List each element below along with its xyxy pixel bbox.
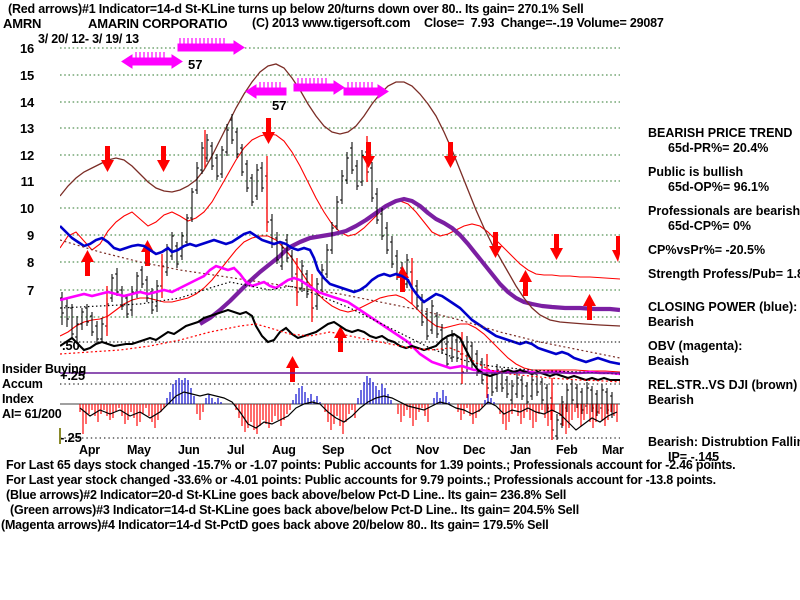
relstr-panel	[60, 308, 620, 383]
closing-power-blue	[60, 225, 620, 366]
note-green-arrows: (Green arrows)#3 Indicator=14-d St-KLine…	[10, 503, 579, 517]
index-label: Index	[2, 392, 34, 406]
closing-power-value: Bearish	[648, 315, 694, 329]
upper-band-red	[60, 133, 620, 280]
obv-magenta	[60, 264, 620, 376]
obv-trendline-dotted	[60, 281, 620, 375]
x-tick-sep: Sep	[322, 443, 345, 457]
company-name: AMARIN CORPORATIO	[88, 16, 228, 31]
y-tick-8: 8	[26, 255, 34, 270]
accum-label: Accum	[2, 377, 43, 391]
indicator-headline: (Red arrows)#1 Indicator=14-d St-KLine t…	[8, 2, 584, 16]
quote-summary: Close= 7.93 Change=-.19 Volume= 29087	[424, 16, 664, 30]
analysis-side-panel: BEARISH PRICE TREND 65d-PR%= 20.4% Publi…	[648, 126, 800, 465]
y-tick-12: 12	[19, 148, 34, 163]
bearish-trend-value: 65d-PR%= 20.4%	[668, 141, 769, 155]
closing-power-trendline-brown	[60, 239, 620, 359]
accum-index-panel	[60, 376, 620, 439]
x-tick-oct: Oct	[371, 443, 392, 457]
distribution-title: Bearish: Distrubtion Falling	[648, 435, 800, 449]
y-tick-10: 10	[19, 201, 34, 216]
relative-strength-brown	[60, 63, 620, 327]
magenta-signal-cluster	[121, 38, 389, 99]
note-blue-arrows: (Blue arrows)#2 Indicator=20-d St-KLine …	[6, 488, 567, 502]
x-tick-jun: Jun	[178, 443, 200, 457]
cp-vs-pr-value: CP%vsPr%= -20.5%	[648, 243, 766, 257]
professional-sentiment-value: 65d-CP%= 0%	[668, 219, 752, 233]
y-tick-16: 16	[19, 41, 34, 56]
public-sentiment-value: 65d-OP%= 96.1%	[668, 180, 770, 194]
public-sentiment-title: Public is bullish	[648, 165, 744, 179]
x-tick-jul: Jul	[227, 443, 245, 457]
bearish-trend-title: BEARISH PRICE TREND	[648, 126, 793, 140]
relstr-50-label: .50	[62, 338, 80, 353]
y-tick-13: 13	[19, 121, 34, 136]
note-65-day-summary: For Last 65 days stock changed -15.7% or…	[6, 458, 736, 472]
x-tick-aug: Aug	[272, 443, 296, 457]
x-tick-jan: Jan	[510, 443, 531, 457]
accum-plus-label: +.25	[60, 368, 85, 383]
copyright-notice: (C) 2013 www.tigersoft.com	[252, 16, 411, 30]
cluster-label-57-b: 57	[272, 98, 286, 113]
obv-title: OBV (magenta):	[648, 339, 743, 353]
x-tick-nov: Nov	[416, 443, 440, 457]
ip-value: IP= -.145	[668, 450, 720, 464]
y-tick-7: 7	[26, 283, 34, 298]
closing-power-title: CLOSING POWER (blue):	[648, 300, 798, 314]
accum-minus-label: -.25	[60, 430, 82, 445]
ohlc-price-bars	[60, 114, 614, 440]
y-tick-11: 11	[20, 174, 35, 189]
red-down-arrow-marker	[101, 118, 620, 262]
x-tick-mar: Mar	[602, 443, 624, 457]
ticker-symbol: AMRN	[3, 16, 42, 31]
red-signal-bars	[106, 130, 553, 440]
axis-origin-tick	[59, 428, 61, 444]
red-up-arrow-marker	[81, 240, 596, 382]
note-magenta-arrows: (Magenta arrows)#4 Indicator=14-d St-Pct…	[1, 518, 549, 532]
ai-reading-label: AI= 61/200	[2, 407, 62, 421]
chart-plot-area[interactable]: 57 57	[60, 36, 620, 440]
accum-bars-up	[166, 376, 495, 404]
insider-buying-label: Insider Buying	[2, 362, 87, 376]
x-tick-dec: Dec	[463, 443, 486, 457]
y-tick-15: 15	[19, 68, 34, 83]
x-tick-may: May	[127, 443, 151, 457]
y-tick-14: 14	[19, 95, 34, 110]
date-range-label: 3/ 20/ 12- 3/ 19/ 13	[38, 32, 139, 46]
x-tick-feb: Feb	[556, 443, 578, 457]
relative-strength-value: Bearish	[648, 393, 694, 407]
x-tick-apr: Apr	[79, 443, 100, 457]
strength-prof-pub-value: Strength Profess/Pub= 1.8	[648, 267, 800, 281]
professional-sentiment-title: Professionals are bearish	[648, 204, 800, 218]
relative-strength-title: REL.STR..VS DJI (brown)	[648, 378, 798, 392]
obv-value: Beaish	[648, 354, 689, 368]
note-year-summary: For Last year stock changed -33.6% or -4…	[6, 473, 716, 487]
cluster-label-57-a: 57	[188, 57, 202, 72]
y-tick-9: 9	[26, 228, 34, 243]
moving-average-purple	[198, 196, 620, 326]
